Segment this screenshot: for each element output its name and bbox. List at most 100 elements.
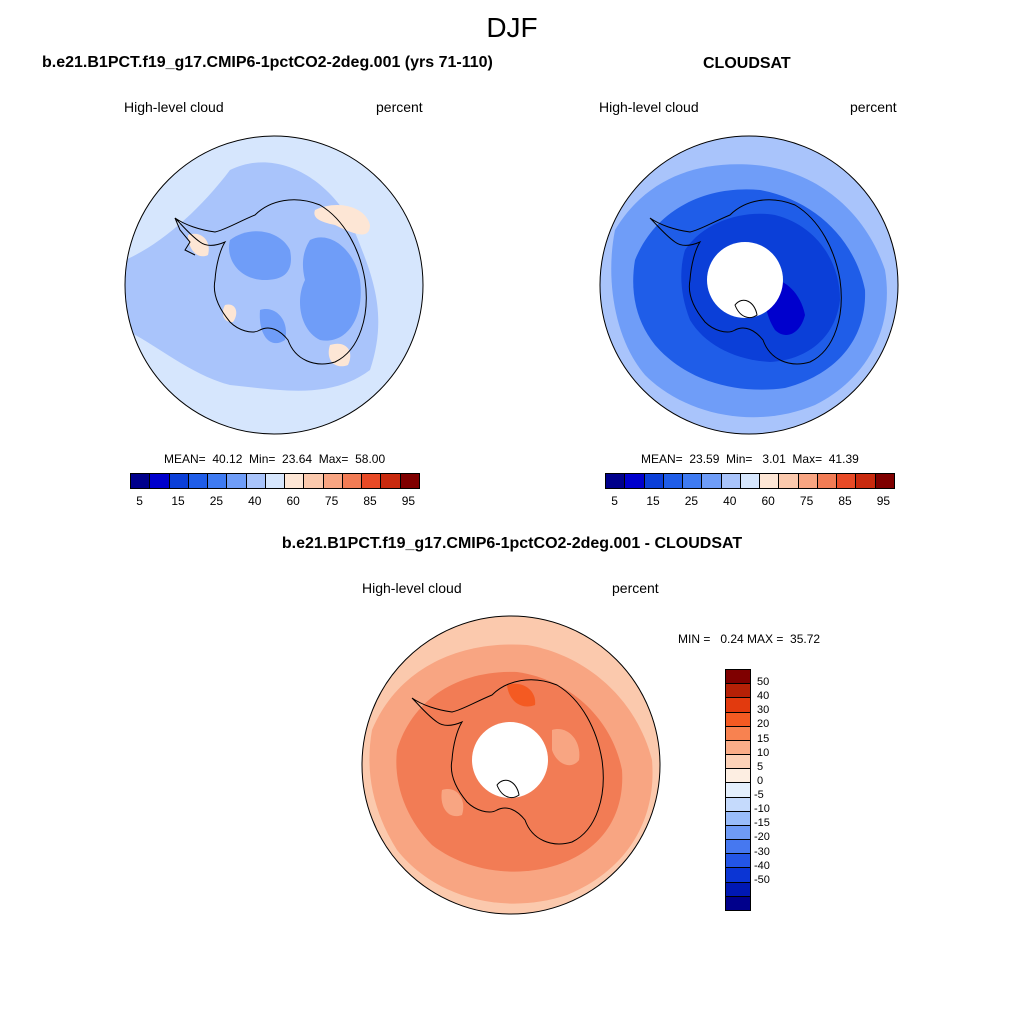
colorbar-tick-label: -20 (754, 831, 770, 844)
colorbar-tick-label: 20 (757, 718, 770, 731)
colorbar-swatch (726, 670, 750, 685)
colorbar-swatch (875, 474, 894, 488)
panel1-field-label: High-level cloud (124, 99, 224, 115)
panel2-units-label: percent (850, 99, 897, 115)
panel1-field-region (229, 231, 291, 280)
colorbar-tick-label: 75 (324, 494, 339, 508)
panel1-field-region (314, 205, 370, 235)
panel1-colorbar-ticks: 5 15 25 40 60 75 85 95 (130, 494, 418, 510)
colorbar-swatch (837, 474, 857, 488)
colorbar-tick-label: 10 (757, 746, 770, 759)
colorbar-swatch (150, 474, 170, 488)
colorbar-swatch (683, 474, 703, 488)
panel1-field-region (328, 343, 351, 367)
panel2-coastline (649, 199, 842, 365)
colorbar-swatch (726, 868, 750, 883)
colorbar-tick-label: 15 (171, 494, 185, 508)
main-title: DJF (486, 12, 538, 43)
colorbar-swatch (663, 474, 684, 488)
colorbar-tick-label: -40 (754, 859, 770, 872)
panel1-units-label: percent (376, 99, 423, 115)
colorbar-swatch (246, 474, 266, 488)
colorbar-swatch (726, 840, 750, 855)
colorbar-tick-label: 5 (757, 760, 764, 773)
colorbar-tick-label: 85 (838, 494, 852, 508)
colorbar-tick-label: 50 (757, 676, 770, 689)
panel3-colorbar-ticks: 50 40 30 20 15 10 5 0 -5 -10 -15 -20 -30 -40 -50 (754, 669, 797, 909)
panel1-field-region (188, 233, 209, 257)
panel3-map-border (361, 615, 661, 915)
colorbar-swatch (188, 474, 209, 488)
colorbar-swatch (817, 474, 838, 488)
colorbar-tick-label: 15 (757, 732, 770, 745)
colorbar-swatch (721, 474, 741, 488)
colorbar-tick-label: 60 (286, 494, 300, 508)
colorbar-swatch (342, 474, 363, 488)
colorbar-swatch (606, 474, 626, 488)
colorbar-tick-label: 60 (761, 494, 775, 508)
panel3-field-label: High-level cloud (362, 580, 462, 596)
colorbar-swatch (726, 740, 750, 756)
colorbar-swatch (726, 825, 750, 841)
colorbar-swatch (726, 726, 750, 741)
colorbar-swatch (227, 474, 247, 488)
colorbar-tick-label: 40 (723, 494, 737, 508)
colorbar-swatch (169, 474, 189, 488)
colorbar-tick-label: -10 (754, 803, 770, 816)
panel3-field-region (507, 683, 536, 707)
colorbar-tick-label: 40 (757, 690, 770, 703)
colorbar-swatch (726, 882, 750, 897)
panel1-colorbar (130, 473, 420, 489)
colorbar-tick-label: 95 (876, 494, 891, 508)
colorbar-swatch (323, 474, 343, 488)
colorbar-swatch (726, 712, 750, 727)
colorbar-swatch (285, 474, 305, 488)
panel3-colorbar (725, 669, 751, 911)
colorbar-swatch (304, 474, 324, 488)
panel1-field-region (300, 237, 361, 341)
panel3-field-region (441, 789, 464, 817)
colorbar-swatch (779, 474, 799, 488)
colorbar-swatch (726, 854, 750, 869)
colorbar-tick-label: 5 (611, 494, 618, 508)
panel3-coastline (411, 679, 604, 845)
panel2-colorbar (605, 473, 895, 489)
colorbar-swatch (726, 684, 750, 699)
colorbar-tick-label: -50 (754, 873, 770, 886)
colorbar-swatch (131, 474, 151, 488)
colorbar-swatch (726, 755, 750, 770)
colorbar-tick-label: 30 (757, 704, 770, 717)
colorbar-swatch (726, 783, 750, 798)
colorbar-swatch (625, 474, 645, 488)
colorbar-swatch (644, 474, 664, 488)
colorbar-tick-label: 25 (684, 494, 699, 508)
colorbar-swatch (362, 474, 382, 488)
panel1-coastline (174, 217, 196, 256)
panel2-map-border (599, 135, 899, 435)
colorbar-tick-label: 0 (757, 774, 764, 787)
colorbar-swatch (856, 474, 876, 488)
colorbar-swatch (726, 896, 750, 910)
panel2-missing-data-hole (707, 242, 783, 318)
panel1-title: b.e21.B1PCT.f19_g17.CMIP6-1pctCO2-2deg.0… (42, 54, 493, 71)
panel3-field-region (552, 729, 580, 766)
colorbar-tick-label: -30 (754, 845, 770, 858)
panel2-coastline (734, 299, 758, 318)
colorbar-swatch (760, 474, 780, 488)
panel3-stats: MIN = 0.24 MAX = 35.72 (678, 632, 821, 646)
panel2-colorbar-ticks: 5 15 25 40 60 75 85 95 (605, 494, 893, 510)
colorbar-swatch (726, 811, 750, 826)
colorbar-tick-label: -5 (754, 789, 764, 802)
colorbar-swatch (265, 474, 286, 488)
colorbar-swatch (702, 474, 722, 488)
colorbar-tick-label: 75 (799, 494, 814, 508)
panel3-coastline (496, 779, 520, 798)
colorbar-tick-label: 25 (209, 494, 224, 508)
colorbar-tick-label: 5 (136, 494, 143, 508)
colorbar-tick-label: 40 (248, 494, 262, 508)
panel1-polar-map (124, 135, 424, 435)
panel3-missing-data-hole (472, 722, 548, 798)
colorbar-swatch (726, 698, 750, 713)
panel3-polar-map (361, 615, 661, 915)
panel1-map-border (124, 135, 424, 435)
